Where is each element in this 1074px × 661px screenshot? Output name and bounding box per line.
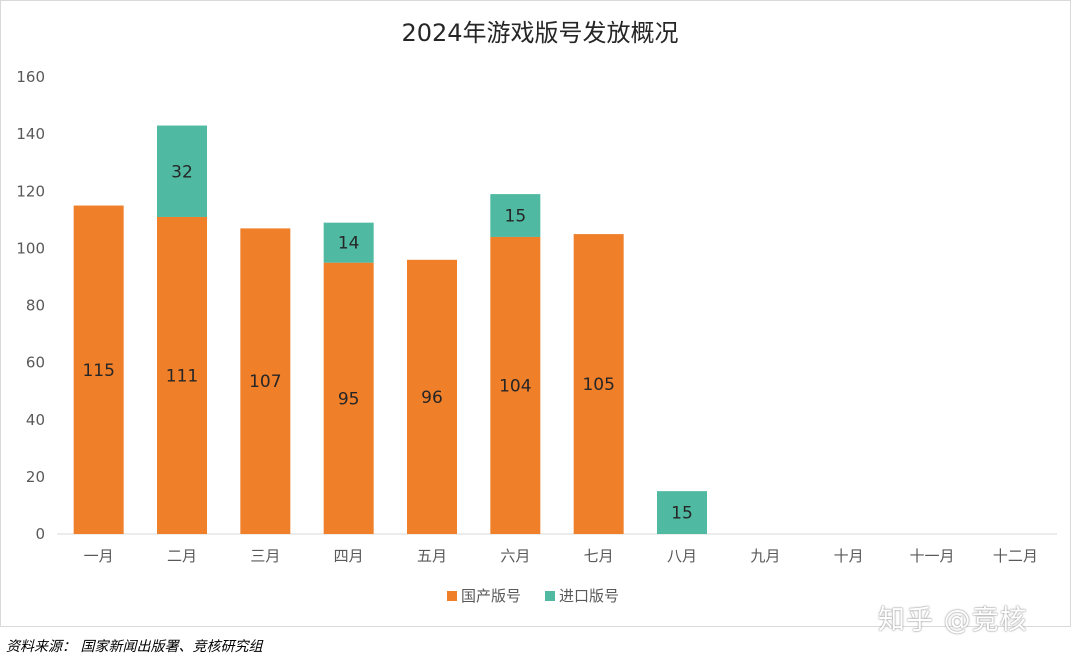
bar-domestic <box>157 216 207 535</box>
bar-imported <box>157 125 207 217</box>
y-tick-label: 140 <box>16 125 45 143</box>
bar-data-label: 15 <box>671 504 693 524</box>
bar-data-label: 14 <box>338 234 360 254</box>
x-tick-label: 八月 <box>667 547 697 565</box>
legend-label-imported: 进口版号 <box>559 587 619 605</box>
y-tick-label: 100 <box>16 239 45 257</box>
x-tick-label: 十二月 <box>993 547 1038 565</box>
legend-label-domestic: 国产版号 <box>461 587 521 605</box>
bar-domestic <box>240 228 291 534</box>
x-tick-label: 一月 <box>84 547 114 565</box>
x-tick-label: 六月 <box>500 547 530 565</box>
y-tick-label: 160 <box>16 68 45 86</box>
bar-imported <box>323 222 374 263</box>
y-tick-label: 80 <box>26 297 45 315</box>
bar-data-label: 105 <box>582 375 614 395</box>
bar-data-label: 32 <box>171 162 193 182</box>
x-tick-label: 九月 <box>750 547 780 565</box>
bar-data-label: 15 <box>505 207 527 227</box>
bar-data-label: 95 <box>338 389 360 409</box>
bar-data-label: 96 <box>421 388 443 408</box>
bar-imported <box>490 194 541 237</box>
y-tick-label: 120 <box>16 182 45 200</box>
bar-domestic <box>490 236 541 534</box>
bar-imported <box>657 491 707 534</box>
y-tick-label: 0 <box>35 525 45 543</box>
bar-domestic <box>573 234 624 534</box>
y-tick-label: 40 <box>26 411 45 429</box>
x-tick-label: 十月 <box>834 547 864 565</box>
bar-domestic <box>73 205 124 534</box>
bar-data-label: 104 <box>499 376 531 396</box>
bar-domestic <box>323 262 374 534</box>
x-tick-label: 五月 <box>417 547 447 565</box>
x-tick-label: 七月 <box>584 547 614 565</box>
bar-domestic <box>407 259 457 534</box>
chart-svg: 2024年游戏版号发放概况 0 20 40 60 80 100 120 140 160 115 一月 1… <box>16 19 1057 605</box>
legend-swatch-domestic <box>447 591 457 601</box>
legend-swatch-imported <box>545 591 555 601</box>
x-tick-label: 四月 <box>334 547 364 565</box>
x-tick-label: 十一月 <box>909 547 954 565</box>
chart-title: 2024年游戏版号发放概况 <box>401 19 678 47</box>
y-tick-label: 60 <box>26 354 45 372</box>
watermark: 知乎 @竞核 <box>878 605 1028 636</box>
bar-data-label: 115 <box>82 361 114 381</box>
x-tick-label: 二月 <box>167 547 197 565</box>
x-tick-label: 三月 <box>250 547 280 565</box>
bar-data-label: 107 <box>249 372 281 392</box>
bar-data-label: 111 <box>166 366 198 386</box>
source-note: 资料来源： 国家新闻出版署、竞核研究组 <box>6 639 263 655</box>
y-tick-label: 20 <box>26 468 45 486</box>
